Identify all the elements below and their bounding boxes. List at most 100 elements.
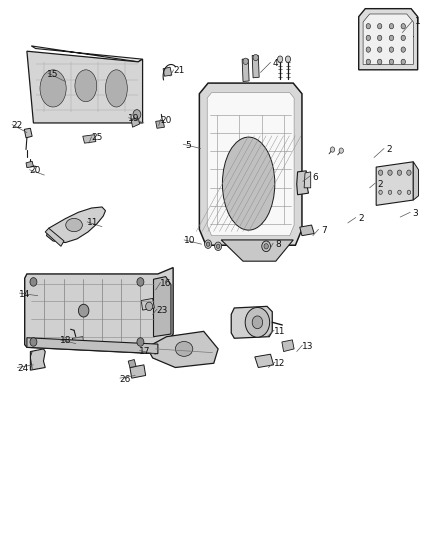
- Circle shape: [389, 23, 394, 29]
- Polygon shape: [141, 298, 154, 310]
- Text: 18: 18: [60, 336, 71, 345]
- Circle shape: [366, 47, 371, 52]
- Polygon shape: [83, 135, 96, 143]
- Circle shape: [252, 316, 263, 329]
- Circle shape: [286, 56, 290, 62]
- Text: 26: 26: [120, 375, 131, 384]
- Circle shape: [388, 170, 392, 175]
- Circle shape: [389, 59, 394, 64]
- Polygon shape: [27, 51, 143, 123]
- Polygon shape: [359, 9, 418, 70]
- Circle shape: [253, 54, 258, 61]
- Circle shape: [401, 59, 406, 64]
- Circle shape: [339, 148, 343, 154]
- Text: 10: 10: [184, 237, 195, 246]
- Text: 15: 15: [47, 70, 59, 78]
- Circle shape: [401, 35, 406, 41]
- Circle shape: [78, 304, 89, 317]
- Text: 8: 8: [276, 240, 281, 249]
- Polygon shape: [231, 306, 272, 338]
- Circle shape: [137, 278, 144, 286]
- Text: 23: 23: [156, 305, 168, 314]
- Text: 14: 14: [19, 289, 30, 298]
- Text: 2: 2: [386, 145, 392, 154]
- Text: 2: 2: [358, 214, 364, 223]
- Text: 19: 19: [128, 114, 140, 123]
- Circle shape: [407, 190, 411, 195]
- Polygon shape: [207, 93, 294, 236]
- Text: 6: 6: [312, 173, 318, 182]
- Circle shape: [407, 170, 411, 175]
- Circle shape: [30, 338, 37, 346]
- Circle shape: [206, 242, 210, 246]
- Circle shape: [397, 170, 402, 175]
- Circle shape: [378, 35, 382, 41]
- Polygon shape: [45, 228, 64, 246]
- Circle shape: [389, 47, 394, 52]
- Polygon shape: [376, 162, 413, 205]
- Text: 20: 20: [29, 166, 40, 175]
- Polygon shape: [72, 337, 85, 348]
- Circle shape: [243, 58, 248, 64]
- Text: 11: 11: [87, 219, 98, 228]
- Circle shape: [389, 35, 394, 41]
- Polygon shape: [155, 120, 164, 128]
- Polygon shape: [131, 117, 140, 127]
- Polygon shape: [153, 277, 171, 337]
- Ellipse shape: [175, 342, 193, 357]
- Circle shape: [388, 190, 392, 195]
- Circle shape: [262, 241, 271, 252]
- Circle shape: [379, 190, 382, 195]
- Polygon shape: [413, 162, 419, 200]
- Polygon shape: [147, 332, 218, 368]
- Text: 25: 25: [91, 133, 102, 142]
- Polygon shape: [130, 365, 146, 378]
- Polygon shape: [128, 360, 136, 368]
- Text: 22: 22: [12, 121, 23, 130]
- Polygon shape: [30, 349, 45, 370]
- Ellipse shape: [106, 70, 127, 107]
- Circle shape: [216, 244, 220, 248]
- Circle shape: [245, 308, 270, 337]
- Polygon shape: [31, 46, 143, 62]
- Polygon shape: [252, 55, 259, 78]
- Polygon shape: [363, 14, 413, 64]
- Polygon shape: [221, 240, 293, 261]
- Circle shape: [264, 244, 268, 249]
- Circle shape: [366, 59, 371, 64]
- Polygon shape: [136, 274, 152, 287]
- Circle shape: [215, 242, 222, 251]
- Polygon shape: [242, 59, 249, 82]
- Polygon shape: [304, 172, 311, 188]
- Circle shape: [205, 240, 212, 248]
- Polygon shape: [26, 161, 33, 167]
- Circle shape: [146, 302, 152, 311]
- Polygon shape: [27, 338, 158, 354]
- Text: 21: 21: [173, 67, 184, 75]
- Circle shape: [378, 47, 382, 52]
- Polygon shape: [300, 225, 314, 236]
- Circle shape: [378, 170, 383, 175]
- Circle shape: [366, 35, 371, 41]
- Text: 16: 16: [160, 279, 172, 288]
- Polygon shape: [282, 340, 294, 352]
- Text: 3: 3: [413, 209, 418, 218]
- Text: 4: 4: [273, 59, 279, 68]
- Text: 17: 17: [139, 347, 151, 356]
- Circle shape: [137, 338, 144, 346]
- Text: 11: 11: [273, 327, 285, 336]
- Polygon shape: [297, 171, 308, 195]
- Polygon shape: [163, 67, 172, 76]
- Polygon shape: [255, 354, 274, 368]
- Polygon shape: [199, 83, 302, 245]
- Circle shape: [378, 23, 382, 29]
- Text: 5: 5: [186, 141, 191, 150]
- Text: 1: 1: [415, 18, 420, 27]
- Text: 7: 7: [321, 226, 327, 235]
- Circle shape: [398, 190, 401, 195]
- Ellipse shape: [40, 70, 66, 107]
- Circle shape: [401, 23, 406, 29]
- Polygon shape: [24, 128, 32, 138]
- Polygon shape: [25, 268, 173, 354]
- Circle shape: [401, 47, 406, 52]
